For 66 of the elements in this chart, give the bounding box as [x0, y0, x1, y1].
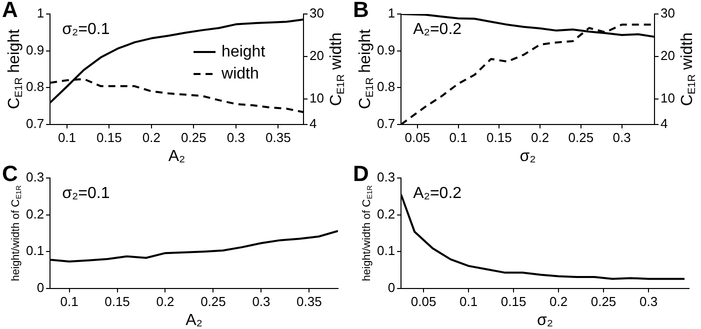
y-axis-title: CE1R height	[6, 28, 26, 110]
x-tick-label: 0.25	[181, 130, 206, 145]
x-tick-label: 0.25	[200, 294, 226, 309]
chart-title: D	[353, 161, 369, 186]
y-tick-label: 0.2	[26, 206, 44, 222]
x-axis-title: σ₂	[520, 148, 536, 165]
y-tick-label: 0.3	[26, 170, 44, 185]
y2-tick-label: 10	[660, 90, 676, 106]
x-tick-label: 0.1	[60, 294, 78, 309]
y2-tick-label: 30	[660, 6, 676, 21]
y-tick-label: 0.3	[376, 170, 396, 185]
y-tick-label: 1	[388, 6, 396, 21]
annotation: σ₂=0.1	[62, 21, 110, 38]
x-tick-label: 0.05	[410, 294, 436, 309]
x-tick-label: 0.15	[96, 130, 122, 145]
annotation: A₂=0.2	[413, 185, 462, 202]
y2-tick-label: 10	[310, 90, 324, 106]
legend-label: height	[222, 43, 266, 60]
y2-tick-label: 4	[310, 116, 317, 131]
y-axis-title: CE1R height	[357, 28, 376, 110]
x-tick-label: 0.1	[449, 130, 468, 145]
x-tick-label: 0.2	[142, 130, 160, 145]
y2-axis-title: CE1R width	[679, 32, 698, 106]
y-tick-label: 0.8	[26, 79, 44, 94]
x-tick-label: 0.35	[266, 130, 291, 145]
x-tick-label: 0.1	[58, 130, 76, 145]
y-tick-label: 0.7	[376, 116, 396, 131]
x-tick-label: 0.05	[404, 130, 430, 145]
x-tick-label: 0.15	[104, 294, 130, 309]
y-tick-label: 0.7	[26, 116, 44, 131]
y-tick-label: 0.9	[376, 42, 396, 58]
annotation: A₂=0.2	[413, 21, 462, 38]
y-tick-label: 0.8	[376, 79, 396, 94]
x-tick-label: 0.1	[460, 294, 478, 309]
y-tick-label: 0.9	[26, 42, 44, 58]
x-tick-label: 0.3	[226, 130, 245, 145]
y-tick-label: 0.1	[26, 243, 44, 258]
chart-title: B	[353, 0, 369, 22]
y-tick-label: 0	[388, 280, 396, 295]
legend-label: width	[220, 65, 259, 82]
x-tick-label: 0.2	[156, 294, 174, 309]
x-axis-title: A₂	[186, 312, 202, 329]
y2-axis-title: CE1R width	[328, 32, 348, 106]
x-tick-label: 0.3	[252, 294, 270, 309]
y2-tick-label: 20	[310, 48, 324, 64]
y-tick-label: 1	[36, 6, 44, 21]
x-axis-title: A₂	[168, 148, 186, 165]
x-tick-label: 0.15	[500, 294, 526, 309]
x-tick-label: 0.2	[549, 294, 568, 309]
chart-title: A	[2, 0, 18, 22]
x-axis-title: σ₂	[536, 312, 554, 329]
annotation: σ₂=0.1	[62, 185, 110, 202]
x-tick-label: 0.2	[531, 130, 550, 145]
x-tick-label: 0.3	[639, 294, 658, 309]
y-tick-label: 0.2	[376, 206, 396, 222]
chart-title: C	[2, 161, 18, 186]
y-tick-label: 0	[36, 280, 44, 295]
y-tick-label: 0.1	[376, 243, 396, 258]
x-tick-label: 0.3	[612, 130, 631, 145]
x-tick-label: 0.25	[590, 294, 616, 309]
y2-tick-label: 4	[660, 116, 668, 131]
x-tick-label: 0.25	[568, 130, 594, 145]
x-tick-label: 0.35	[296, 294, 322, 309]
y2-tick-label: 20	[660, 48, 676, 64]
x-tick-label: 0.15	[486, 130, 512, 145]
y2-tick-label: 30	[310, 6, 324, 21]
